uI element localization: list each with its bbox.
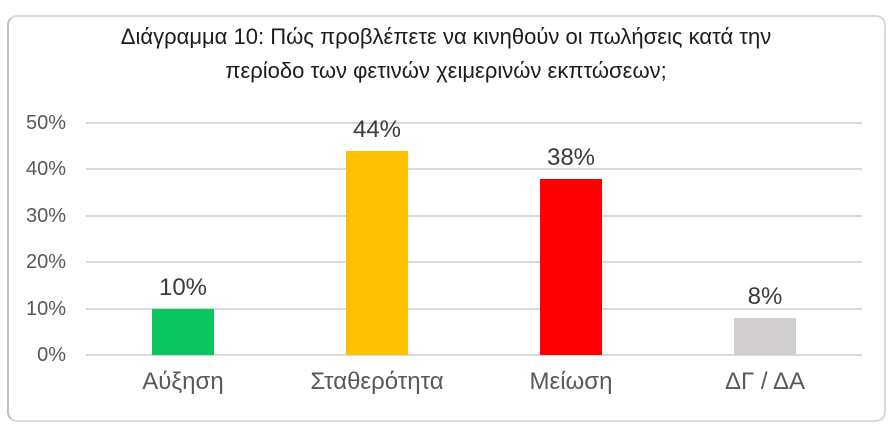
y-tick-label: 0% — [37, 344, 66, 366]
x-axis: Αύξηση Σταθερότητα Μείωση ΔΓ / ΔΑ — [86, 367, 862, 397]
gridline — [86, 261, 862, 264]
y-tick-label: 50% — [25, 112, 66, 134]
bar-value-label: 10% — [158, 273, 208, 301]
bar-value-label: 8% — [747, 282, 783, 310]
gridline — [86, 214, 862, 217]
chart-title-line-2: περίοδο των φετινών χειμερινών εκπτώσεων… — [225, 58, 667, 83]
x-category-label: Σταθερότητα — [310, 368, 444, 395]
bar-column: 10% — [86, 123, 280, 355]
y-tick-label: 10% — [25, 297, 66, 320]
y-tick-label: 30% — [25, 204, 66, 227]
x-category-label: Αύξηση — [142, 368, 224, 395]
bar-Σταθερότητα — [346, 150, 408, 355]
bar-Αύξηση — [152, 308, 214, 355]
y-axis: 0% 10% 20% 30% 40% 50% — [0, 112, 66, 366]
gridline — [86, 307, 862, 310]
gridline — [86, 354, 862, 356]
y-tick-label: 20% — [25, 251, 66, 274]
bar-Μείωση — [540, 178, 602, 355]
chart-title: Διάγραμμα 10: Πώς προβλέπετε να κινηθούν… — [0, 20, 892, 88]
bar-value-label: 38% — [546, 143, 596, 171]
bar-column: 8% — [668, 123, 862, 355]
bar-ΔΓ / ΔΑ — [734, 317, 796, 355]
bar-value-label: 44% — [352, 115, 402, 143]
bar-column: 44% — [280, 116, 474, 355]
bar-columns: 10% 44% 38% 8% — [86, 116, 862, 355]
gridline — [86, 122, 862, 125]
x-category-label: Μείωση — [529, 368, 613, 395]
y-tick-label: 40% — [25, 158, 66, 181]
chart-frame — [7, 15, 886, 422]
bar-column: 38% — [474, 123, 668, 355]
x-category-label: ΔΓ / ΔΑ — [725, 368, 805, 395]
chart-title-line-1: Διάγραμμα 10: Πώς προβλέπετε να κινηθούν… — [120, 24, 772, 49]
plot-area: 10% 44% 38% 8% — [86, 116, 862, 356]
gridline — [86, 168, 862, 171]
